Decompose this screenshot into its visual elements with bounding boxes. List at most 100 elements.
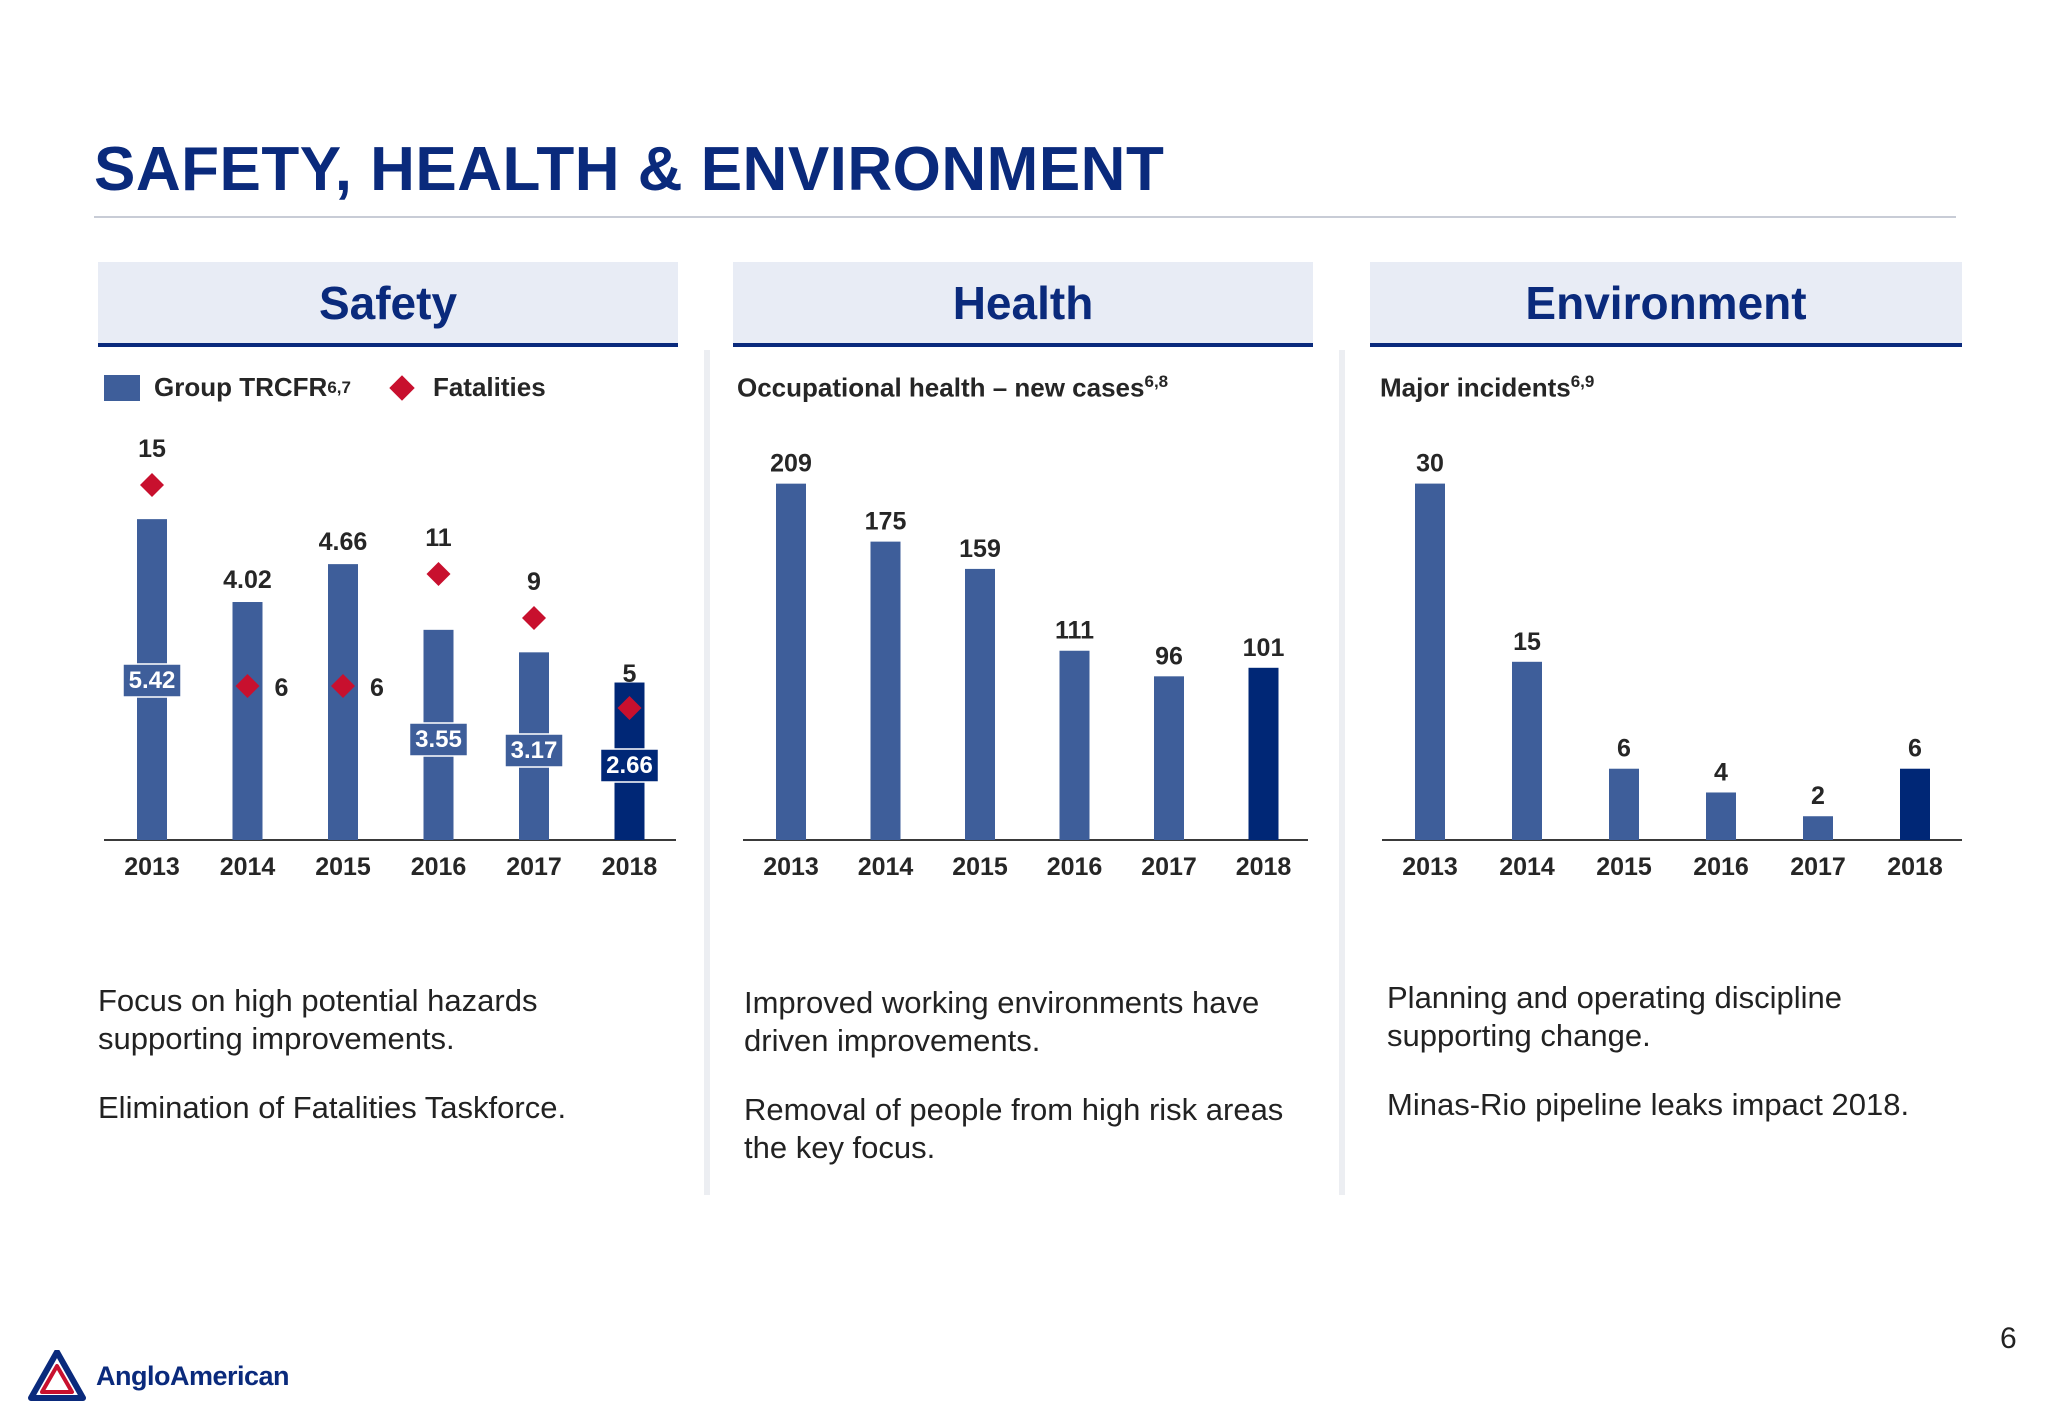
x-tick-label-2016: 2016 [411, 853, 467, 881]
x-tick-label-2016: 2016 [1047, 853, 1103, 881]
bar-2018 [1900, 768, 1930, 840]
health-notes: Improved working environments have drive… [744, 984, 1324, 1198]
fatalities-value-label-2013: 15 [138, 435, 166, 463]
x-tick-label-2018: 2018 [602, 853, 658, 881]
title-divider [94, 216, 1956, 218]
bar-value-label-2013: 30 [1416, 450, 1444, 478]
environment-subtitle-text: Major incidents [1380, 372, 1571, 403]
x-tick-label-2014: 2014 [858, 853, 914, 881]
fatalities-value-label-2015: 6 [370, 674, 384, 702]
trcfr-value-box-2013 [122, 663, 182, 698]
safety-note: Elimination of Fatalities Taskforce. [98, 1090, 567, 1125]
bar-value-label-2016: 4 [1714, 758, 1728, 786]
logo-text: AngloAmerican [96, 1360, 290, 1391]
environment-header: Environment [1370, 262, 1962, 347]
bar-2018 [1248, 667, 1279, 840]
trcfr-value-label-2014: 4.02 [223, 566, 272, 594]
trcfr-value-box-2016 [408, 722, 469, 757]
bar-2013 [1415, 483, 1445, 840]
bar-value-label-2016: 111 [1055, 617, 1094, 645]
x-tick-label-2014: 2014 [1499, 853, 1555, 881]
fatalities-marker-2014 [235, 674, 260, 698]
health-panel: Health Occupational health – new cases6,… [733, 262, 1313, 1162]
bar-2016 [1059, 650, 1090, 840]
x-tick-label-2018: 2018 [1236, 853, 1292, 881]
trcfr-bar-2014 [232, 602, 263, 840]
bar-value-label-2014: 15 [1513, 628, 1541, 656]
page-title: SAFETY, HEALTH & ENVIRONMENT [94, 135, 1165, 204]
bar-value-label-2017: 96 [1155, 642, 1183, 670]
environment-chart-subtitle: Major incidents6,9 [1380, 372, 1594, 404]
fatalities-value-label-2018: 5 [623, 660, 637, 688]
panel-divider [704, 350, 710, 1195]
bar-2014 [1512, 661, 1542, 840]
environment-note: Planning and operating discipline suppor… [1387, 980, 1842, 1053]
fatalities-legend-label: Fatalities [432, 372, 546, 402]
safety-chart: 2013 5.42 2014 4.02 2015 4.66 2016 3.55 2017 3.17… [104, 435, 676, 881]
bar-value-label-2015: 159 [959, 535, 1001, 563]
x-tick-label-2013: 2013 [124, 853, 180, 881]
x-tick-label-2014: 2014 [220, 853, 276, 881]
trcfr-value-box-2017 [504, 733, 564, 768]
trcfr-value-label-2013: 5.42 [129, 667, 176, 694]
environment-panel: Environment Major incidents6,9 2013 30 201… [1370, 262, 1962, 1162]
x-tick-label-2017: 2017 [506, 853, 562, 881]
anglo-american-logo: AngloAmerican [28, 1350, 290, 1402]
trcfr-legend-swatch [104, 374, 140, 401]
trcfr-bar-2015 [328, 564, 358, 840]
environment-subtitle-footnote: 6,9 [1570, 372, 1595, 391]
safety-panel: Safety Group TRCFR 6,7 Fatalities 2013 5.4… [98, 262, 678, 1162]
page-number: 6 [2000, 1322, 2017, 1355]
safety-legend: Group TRCFR 6,7 Fatalities [104, 372, 546, 403]
trcfr-value-label-2017: 3.17 [511, 737, 558, 764]
bar-2017 [1154, 676, 1184, 840]
trcfr-value-label-2018: 2.66 [606, 752, 653, 779]
fatalities-marker-2017 [522, 606, 546, 630]
fatalities-value-label-2017: 9 [527, 568, 541, 596]
health-subtitle-text: Occupational health – new cases [737, 372, 1145, 403]
bar-value-label-2014: 175 [865, 508, 907, 536]
environment-chart: 2013 30 2014 15 2015 6 2016 4 2017 2 2018 6 [1382, 450, 1962, 881]
trcfr-value-box-2018 [599, 748, 660, 783]
bar-2016 [1706, 792, 1736, 840]
bar-2015 [1609, 768, 1639, 840]
fatalities-marker-2015 [331, 674, 355, 698]
health-chart: 2013 209 2014 175 2015 159 2016 111 2017 96 2018 10… [743, 450, 1308, 881]
x-tick-label-2015: 2015 [952, 853, 1008, 881]
x-tick-label-2016: 2016 [1693, 853, 1749, 881]
trcfr-value-label-2015: 4.66 [319, 528, 368, 556]
health-chart-subtitle: Occupational health – new cases6,8 [737, 372, 1168, 404]
environment-notes: Planning and operating discipline suppor… [1387, 979, 1957, 1155]
x-tick-label-2013: 2013 [763, 853, 819, 881]
fatalities-marker-2016 [426, 562, 451, 586]
bar-2013 [776, 483, 806, 840]
x-tick-label-2013: 2013 [1402, 853, 1458, 881]
x-tick-label-2018: 2018 [1887, 853, 1943, 881]
x-tick-label-2015: 2015 [1596, 853, 1652, 881]
bar-value-label-2015: 6 [1617, 735, 1631, 763]
health-note: Removal of people from high risk areas t… [744, 1092, 1284, 1165]
bar-2017 [1803, 816, 1833, 840]
fatalities-value-label-2014: 6 [275, 674, 289, 702]
x-tick-label-2017: 2017 [1790, 853, 1846, 881]
trcfr-legend-label: Group TRCFR [154, 372, 328, 402]
health-note: Improved working environments have drive… [744, 985, 1260, 1058]
fatalities-value-label-2016: 11 [425, 524, 452, 552]
health-subtitle-footnote: 6,8 [1144, 372, 1169, 391]
x-tick-label-2015: 2015 [315, 853, 371, 881]
anglo-american-logo-icon [28, 1350, 86, 1401]
safety-notes: Focus on high potential hazards supporti… [98, 982, 658, 1158]
bar-value-label-2018: 101 [1243, 634, 1285, 662]
bar-2015 [965, 568, 995, 840]
fatalities-marker-2013 [140, 473, 164, 497]
bar-value-label-2017: 2 [1811, 782, 1825, 810]
trcfr-value-label-2016: 3.55 [415, 726, 462, 753]
bar-value-label-2018: 6 [1908, 735, 1922, 763]
health-header: Health [733, 262, 1313, 347]
x-tick-label-2017: 2017 [1141, 853, 1197, 881]
panel-divider [1339, 350, 1345, 1195]
bar-2014 [870, 541, 901, 840]
environment-note: Minas-Rio pipeline leaks impact 2018. [1387, 1087, 1910, 1122]
bar-value-label-2013: 209 [770, 450, 812, 478]
trcfr-legend-footnote: 6,7 [327, 377, 351, 397]
